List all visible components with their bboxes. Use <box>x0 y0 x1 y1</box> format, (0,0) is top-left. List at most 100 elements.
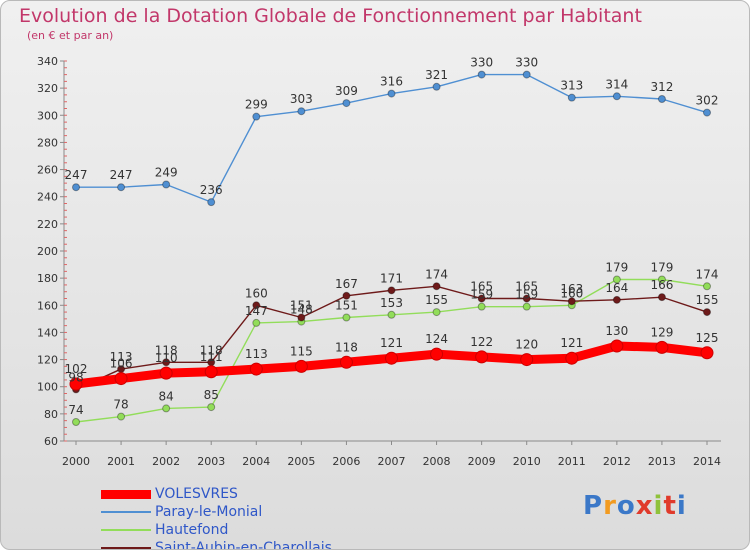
data-label: 316 <box>380 75 403 89</box>
data-point <box>252 301 261 310</box>
y-tick-label: 80 <box>44 408 58 421</box>
y-tick-label: 180 <box>37 272 58 285</box>
y-tick-label: 240 <box>37 191 58 204</box>
data-label: 84 <box>159 389 174 403</box>
data-point <box>655 340 669 354</box>
logo-letter: i <box>676 491 687 521</box>
data-point <box>297 313 306 322</box>
data-label: 165 <box>470 280 493 294</box>
data-label: 111 <box>200 350 223 364</box>
data-point <box>159 366 173 380</box>
legend-label: VOLESVRES <box>155 486 238 502</box>
data-point <box>567 93 576 102</box>
x-tick-label: 2005 <box>287 455 315 468</box>
data-label: 78 <box>113 398 128 412</box>
data-label: 164 <box>605 281 628 295</box>
x-tick-label: 2013 <box>648 455 676 468</box>
data-point <box>703 282 711 291</box>
x-tick-label: 2008 <box>423 455 451 468</box>
data-label: 174 <box>696 267 719 281</box>
data-point <box>207 403 216 412</box>
y-tick-label: 280 <box>37 136 58 149</box>
data-point <box>387 310 396 319</box>
legend-swatch <box>101 529 151 531</box>
data-label: 113 <box>245 347 268 361</box>
logo-letter: x <box>635 491 654 521</box>
x-tick-label: 2004 <box>242 455 270 468</box>
data-label: 118 <box>335 340 358 354</box>
x-tick-label: 2002 <box>152 455 180 468</box>
legend-item: Saint-Aubin-en-Charollais <box>101 539 332 550</box>
x-tick-label: 2001 <box>107 455 135 468</box>
data-label: 85 <box>204 388 219 402</box>
legend-item: Hautefond <box>101 521 332 539</box>
data-point <box>162 180 171 189</box>
data-point <box>567 297 576 306</box>
data-point <box>612 92 621 101</box>
data-point <box>72 183 80 192</box>
y-tick-label: 220 <box>37 218 58 231</box>
data-point <box>432 282 441 291</box>
legend-label: Saint-Aubin-en-Charollais <box>155 540 332 550</box>
data-point <box>204 365 218 379</box>
x-tick-label: 2003 <box>197 455 225 468</box>
data-point <box>657 95 666 103</box>
logo-letter: o <box>616 491 636 521</box>
legend-item: Paray-le-Monial <box>101 503 332 521</box>
data-label: 124 <box>425 332 448 346</box>
data-label: 163 <box>560 282 583 296</box>
data-label: 151 <box>335 299 358 313</box>
data-label: 160 <box>560 286 583 300</box>
data-label: 167 <box>335 277 358 291</box>
y-tick-label: 100 <box>37 381 58 394</box>
data-point <box>432 82 441 91</box>
data-point <box>117 412 126 421</box>
logo-letter: r <box>603 491 617 521</box>
x-tick-label: 2000 <box>62 455 90 468</box>
data-label: 299 <box>245 98 268 112</box>
legend-label: Hautefond <box>155 522 229 538</box>
chart-title: Evolution de la Dotation Globale de Fonc… <box>19 5 642 27</box>
data-point <box>612 295 621 304</box>
data-point <box>294 359 308 373</box>
data-point <box>522 302 531 311</box>
y-tick-label: 160 <box>37 299 58 312</box>
data-point <box>520 353 534 367</box>
legend-label: Paray-le-Monial <box>155 504 263 520</box>
data-point <box>342 99 351 108</box>
data-point <box>72 418 80 426</box>
data-label: 74 <box>68 403 83 417</box>
y-tick-label: 300 <box>37 109 58 122</box>
data-label: 106 <box>110 357 133 371</box>
y-tick-label: 340 <box>37 55 58 68</box>
data-point <box>612 275 621 284</box>
data-label: 122 <box>470 335 493 349</box>
data-point <box>252 318 261 327</box>
data-point <box>700 346 714 360</box>
data-point <box>339 355 353 369</box>
proxiti-logo: Proxiti <box>583 491 687 521</box>
data-label: 166 <box>650 278 673 292</box>
data-label: 249 <box>155 166 178 180</box>
data-label: 159 <box>470 288 493 302</box>
data-label: 121 <box>560 336 583 350</box>
y-tick-label: 120 <box>37 354 58 367</box>
legend-swatch <box>101 489 151 499</box>
data-point <box>162 358 171 367</box>
x-tick-label: 2010 <box>513 455 541 468</box>
y-tick-label: 60 <box>44 435 58 448</box>
logo-letter: i <box>653 491 664 521</box>
data-label: 147 <box>245 304 268 318</box>
x-tick-label: 2006 <box>332 455 360 468</box>
data-label: 330 <box>515 56 538 70</box>
data-label: 309 <box>335 84 358 98</box>
data-point <box>522 70 531 79</box>
logo-letter: P <box>583 491 604 521</box>
data-label: 171 <box>380 271 403 285</box>
data-label: 102 <box>65 362 88 376</box>
legend-item: VOLESVRES <box>101 485 332 503</box>
data-label: 155 <box>696 293 719 307</box>
data-label: 313 <box>560 79 583 93</box>
legend-swatch <box>101 547 151 549</box>
data-label: 330 <box>470 56 493 70</box>
